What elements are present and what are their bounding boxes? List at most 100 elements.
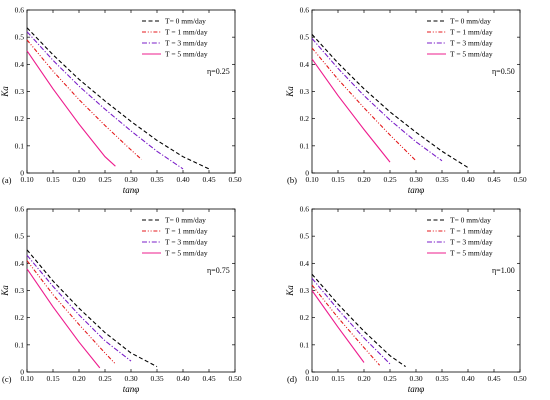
series-line-1 (26, 249, 158, 368)
x-tick-label: 0.40 (461, 374, 474, 383)
series-line-3 (26, 254, 132, 362)
y-tick-label: 0.3 (15, 286, 25, 295)
y-tick-label: 0 (20, 169, 24, 178)
x-tick-label: 0.35 (150, 175, 163, 184)
x-tick-label: 0.45 (487, 374, 500, 383)
x-tick-label: 0.50 (228, 175, 241, 184)
y-tick-label: 0.6 (300, 205, 310, 214)
x-tick-label: 0.30 (124, 175, 137, 184)
legend-entry: T = 1 mm/day (165, 227, 208, 236)
legend-entry: T= 0 mm/day (450, 17, 491, 26)
legend-entry: T = 1 mm/day (450, 227, 493, 236)
legend-entry: T = 1 mm/day (165, 28, 208, 37)
eta-annotation: η=0.25 (207, 67, 230, 76)
y-tick-label: 0.2 (300, 114, 310, 123)
x-tick-label: 0.15 (46, 175, 59, 184)
y-tick-label: 0.4 (300, 259, 310, 268)
series-line-3 (26, 31, 184, 170)
panel-label: (b) (287, 175, 297, 185)
chart-panel-1: 0.10 0.15 0.20 0.25 0.30 0.35 0.40 0.45 0.50 0 0.1… (0, 6, 242, 196)
y-tick-label: 0.6 (15, 6, 25, 15)
chart-panel-2: 0.10 0.15 0.20 0.25 0.30 0.35 0.40 0.45 0.50 0 0.1… (285, 6, 527, 196)
x-tick-label: 0.45 (202, 374, 215, 383)
x-tick-label: 0.15 (331, 374, 344, 383)
series-line-2 (311, 284, 381, 366)
x-axis-label: tanφ (408, 384, 425, 394)
x-tick-label: 0.50 (513, 175, 526, 184)
panel-label: (c) (2, 374, 12, 384)
y-tick-label: 0.3 (300, 87, 310, 96)
chart-panel-4: 0.10 0.15 0.20 0.25 0.30 0.35 0.40 0.45 0.50 0 0.1… (285, 205, 527, 395)
y-tick-label: 0.2 (15, 313, 25, 322)
y-tick-label: 0.1 (300, 340, 310, 349)
legend-entry: T= 0 mm/day (450, 216, 491, 225)
y-tick-label: 0.1 (15, 340, 25, 349)
x-tick-label: 0.25 (383, 374, 396, 383)
x-tick-label: 0.45 (487, 175, 500, 184)
y-tick-label: 0 (305, 368, 309, 377)
x-tick-label: 0.35 (435, 175, 448, 184)
x-tick-label: 0.20 (72, 374, 85, 383)
x-axis-label: tanφ (123, 384, 140, 394)
y-tick-label: 0.4 (300, 60, 310, 69)
series-line-3 (311, 277, 391, 365)
y-tick-label: 0.5 (15, 232, 25, 241)
series-line-3 (311, 38, 443, 162)
series-line-2 (311, 47, 417, 162)
x-tick-label: 0.20 (72, 175, 85, 184)
legend-entry: T = 5 mm/day (165, 50, 208, 59)
x-tick-label: 0.30 (124, 374, 137, 383)
x-tick-label: 0.25 (383, 175, 396, 184)
x-tick-label: 0.15 (331, 175, 344, 184)
x-tick-label: 0.10 (305, 175, 318, 184)
x-tick-label: 0.50 (228, 374, 241, 383)
x-tick-label: 0.10 (20, 374, 33, 383)
x-tick-label: 0.15 (46, 374, 59, 383)
x-tick-label: 0.10 (20, 175, 33, 184)
x-axis-label: tanφ (408, 185, 425, 195)
y-axis-label: Ka (0, 86, 10, 98)
x-tick-label: 0.35 (435, 374, 448, 383)
y-tick-label: 0.1 (15, 141, 25, 150)
x-tick-label: 0.30 (409, 374, 422, 383)
legend-entry: T= 0 mm/day (165, 216, 206, 225)
y-tick-label: 0.6 (300, 6, 310, 15)
chart-panel-3: 0.10 0.15 0.20 0.25 0.30 0.35 0.40 0.45 0.50 0 0.1… (0, 205, 242, 395)
x-tick-label: 0.25 (98, 175, 111, 184)
series-line-1 (26, 27, 210, 170)
x-tick-label: 0.40 (176, 374, 189, 383)
series-line-1 (311, 273, 406, 368)
x-tick-label: 0.25 (98, 374, 111, 383)
series-line-4 (26, 268, 101, 369)
y-tick-label: 0 (20, 368, 24, 377)
series-line-2 (26, 39, 142, 160)
legend-entry: T = 5 mm/day (450, 249, 493, 258)
y-tick-label: 0.5 (15, 33, 25, 42)
y-tick-label: 0.4 (15, 60, 25, 69)
series-line-4 (311, 58, 391, 163)
series-line-4 (26, 50, 116, 167)
y-axis-label: Ka (0, 285, 10, 297)
y-axis-label: Ka (285, 86, 295, 98)
legend-entry: T = 3 mm/day (165, 238, 208, 247)
y-axis-label: Ka (285, 285, 295, 297)
panel-label: (d) (287, 374, 297, 384)
x-axis-label: tanφ (123, 185, 140, 195)
x-tick-label: 0.50 (513, 374, 526, 383)
x-tick-label: 0.45 (202, 175, 215, 184)
y-tick-label: 0.5 (300, 232, 310, 241)
legend-entry: T = 5 mm/day (165, 249, 208, 258)
x-tick-label: 0.40 (176, 175, 189, 184)
x-tick-label: 0.40 (461, 175, 474, 184)
series-line-2 (26, 260, 116, 365)
legend-entry: T = 1 mm/day (450, 28, 493, 37)
y-tick-label: 0.6 (15, 205, 25, 214)
legend-entry: T = 3 mm/day (450, 39, 493, 48)
y-tick-label: 0.3 (15, 87, 25, 96)
y-tick-label: 0.2 (15, 114, 25, 123)
x-tick-label: 0.20 (357, 175, 370, 184)
eta-annotation: η=0.75 (207, 266, 230, 275)
y-tick-label: 0.5 (300, 33, 310, 42)
